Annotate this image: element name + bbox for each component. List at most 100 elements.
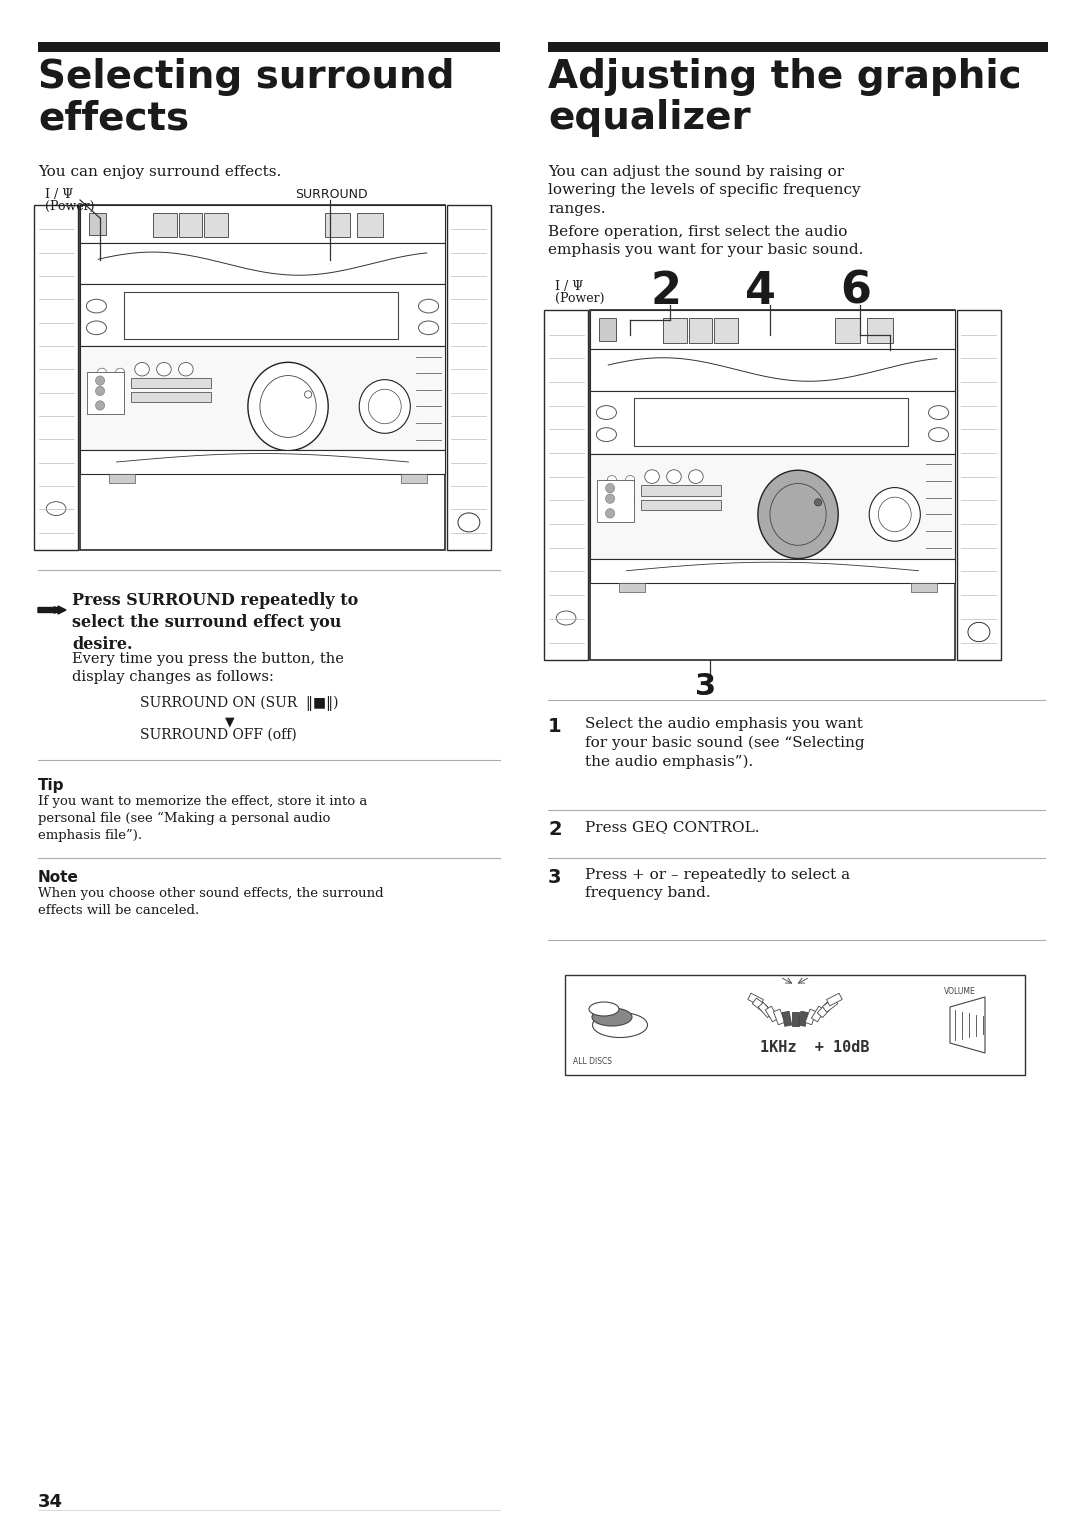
Bar [642,484,721,495]
Bar [634,399,907,446]
Text: Before operation, first select the audio
emphasis you want for your basic sound.: Before operation, first select the audio… [548,225,863,258]
Ellipse shape [86,299,107,313]
Text: 4: 4 [745,270,777,313]
Ellipse shape [95,386,105,396]
Ellipse shape [607,497,617,504]
Ellipse shape [596,406,617,420]
Polygon shape [766,1006,779,1023]
Ellipse shape [95,376,105,385]
Ellipse shape [116,389,124,397]
Ellipse shape [178,362,193,376]
Ellipse shape [625,497,635,504]
Polygon shape [747,993,764,1006]
Ellipse shape [135,362,149,376]
Bar [548,41,1048,52]
Ellipse shape [929,428,948,442]
Ellipse shape [758,471,838,558]
Text: ▼: ▼ [226,714,234,728]
Ellipse shape [248,362,328,451]
Text: SURROUND ON (SUR  ‖■‖): SURROUND ON (SUR ‖■‖) [140,696,338,711]
Text: I / Ψ: I / Ψ [45,189,73,201]
Text: Press SURROUND repeatedly to
select the surround effect you
desire.: Press SURROUND repeatedly to select the … [72,592,359,653]
Ellipse shape [589,1003,619,1016]
Text: 34: 34 [38,1493,63,1512]
Ellipse shape [157,362,172,376]
Ellipse shape [666,469,681,483]
Bar [35,205,78,550]
Ellipse shape [116,368,124,377]
Text: 6: 6 [840,270,870,313]
Text: 1: 1 [548,717,562,736]
Text: 2: 2 [650,270,681,313]
Text: 3: 3 [696,671,716,701]
Bar [599,317,616,340]
Text: Selecting surround
effects: Selecting surround effects [38,58,455,136]
Polygon shape [950,996,985,1053]
Ellipse shape [95,400,105,411]
Bar [178,213,202,238]
Bar [87,373,124,414]
Bar [80,205,445,550]
Bar [590,558,955,583]
Ellipse shape [97,368,107,377]
Bar [80,242,445,284]
Ellipse shape [305,391,312,399]
Ellipse shape [878,497,912,532]
Bar [80,451,445,474]
Ellipse shape [360,380,410,434]
Bar [109,474,135,483]
Bar [90,213,106,236]
Bar [619,583,645,592]
Polygon shape [822,998,838,1012]
Text: Press + or – repeatedly to select a
frequency band.: Press + or – repeatedly to select a freq… [585,868,850,900]
Ellipse shape [593,1012,648,1038]
Bar [153,213,177,238]
Bar [124,291,397,339]
Bar [401,474,427,483]
Ellipse shape [689,469,703,483]
Ellipse shape [458,514,480,532]
FancyArrow shape [38,606,66,615]
Text: Tip: Tip [38,779,65,793]
Bar [38,41,500,52]
Text: I / Ψ: I / Ψ [555,281,583,293]
Ellipse shape [606,494,615,503]
Ellipse shape [814,498,822,506]
Ellipse shape [606,483,615,494]
Bar [131,392,212,402]
Bar [590,310,955,348]
Bar [325,213,350,238]
Bar [912,583,936,592]
Polygon shape [798,1012,808,1026]
Text: Press GEQ CONTROL.: Press GEQ CONTROL. [585,820,759,834]
Bar [80,284,445,346]
Bar [80,346,445,451]
Text: If you want to memorize the effect, store it into a
personal file (see “Making a: If you want to memorize the effect, stor… [38,796,367,842]
Bar [544,310,588,661]
Bar [565,975,1025,1075]
Bar [131,377,212,388]
Text: (Power): (Power) [555,291,605,305]
Bar [204,213,228,238]
Polygon shape [811,1006,825,1023]
Text: (Power): (Power) [45,199,95,213]
Polygon shape [818,1003,832,1018]
Text: When you choose other sound effects, the surround
effects will be canceled.: When you choose other sound effects, the… [38,888,383,917]
Polygon shape [758,1003,772,1018]
Ellipse shape [86,320,107,334]
Bar [447,205,490,550]
Text: Adjusting the graphic
equalizer: Adjusting the graphic equalizer [548,58,1022,136]
Ellipse shape [592,1009,632,1026]
Text: SURROUND: SURROUND [295,189,367,201]
Bar [597,480,634,521]
Text: VOLUME: VOLUME [944,987,976,996]
Bar [80,205,445,242]
Text: 2: 2 [548,820,562,839]
Ellipse shape [968,622,990,642]
Bar [590,391,955,454]
Ellipse shape [869,487,920,541]
Bar [867,317,893,343]
Polygon shape [805,1009,816,1024]
Polygon shape [753,998,768,1012]
Ellipse shape [596,428,617,442]
